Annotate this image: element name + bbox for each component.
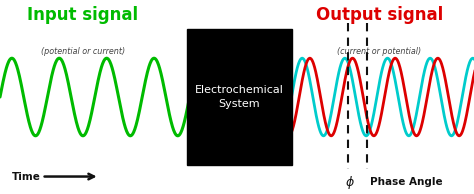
Bar xyxy=(187,29,292,165)
Text: Phase Angle: Phase Angle xyxy=(370,177,442,187)
Text: Time: Time xyxy=(12,171,41,182)
Text: Output signal: Output signal xyxy=(316,6,443,24)
Text: ϕ: ϕ xyxy=(346,176,354,189)
Text: (current or potential): (current or potential) xyxy=(337,47,421,55)
Text: Input signal: Input signal xyxy=(27,6,138,24)
Text: Electrochemical
System: Electrochemical System xyxy=(195,85,284,109)
Text: (potential or current): (potential or current) xyxy=(41,47,125,55)
